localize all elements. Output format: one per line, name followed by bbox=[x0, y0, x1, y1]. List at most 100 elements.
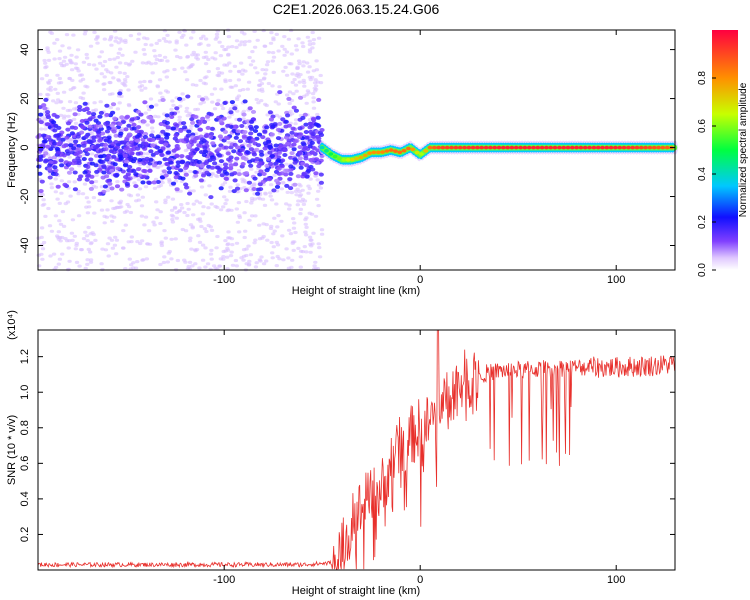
noise-point bbox=[42, 58, 47, 63]
noise-core-point bbox=[142, 169, 148, 174]
noise-core-point bbox=[51, 112, 57, 117]
noise-point bbox=[206, 57, 211, 62]
top-x-axis-label: Height of straight line (km) bbox=[292, 285, 420, 297]
noise-point bbox=[118, 201, 123, 205]
noise-point bbox=[310, 30, 315, 35]
noise-point bbox=[45, 92, 50, 97]
trace-point bbox=[544, 145, 549, 150]
noise-point bbox=[279, 219, 284, 223]
noise-core-point bbox=[292, 139, 298, 144]
noise-core-point bbox=[270, 124, 276, 129]
noise-point bbox=[88, 260, 94, 264]
noise-core-point bbox=[170, 181, 177, 186]
trace-point bbox=[371, 150, 377, 155]
noise-point bbox=[167, 40, 172, 44]
noise-point bbox=[105, 208, 110, 212]
noise-point bbox=[270, 51, 276, 55]
noise-point bbox=[190, 83, 196, 87]
colorbar-tick-label: 0.0 bbox=[697, 263, 708, 277]
noise-core-point bbox=[313, 171, 319, 176]
noise-point bbox=[307, 42, 313, 47]
noise-point bbox=[314, 68, 320, 72]
noise-point bbox=[132, 181, 137, 185]
noise-core-point bbox=[237, 117, 243, 122]
noise-point bbox=[286, 37, 292, 41]
noise-point bbox=[41, 240, 47, 245]
noise-point bbox=[115, 180, 120, 184]
noise-core-point bbox=[161, 169, 168, 174]
noise-core-point bbox=[208, 112, 214, 117]
noise-point bbox=[284, 162, 289, 166]
noise-point bbox=[110, 92, 115, 96]
noise-core-point bbox=[141, 119, 147, 124]
noise-point bbox=[246, 244, 251, 248]
noise-point bbox=[263, 72, 268, 76]
noise-core-point bbox=[286, 123, 292, 128]
noise-point bbox=[290, 258, 295, 262]
noise-core-point bbox=[122, 153, 128, 158]
noise-point bbox=[58, 61, 64, 66]
noise-core-point bbox=[97, 124, 104, 129]
noise-point bbox=[191, 30, 196, 34]
noise-core-point bbox=[264, 163, 270, 168]
noise-point bbox=[81, 237, 87, 241]
noise-point bbox=[277, 115, 282, 119]
noise-point bbox=[203, 246, 208, 250]
bottom-y-tick-label: 0.6 bbox=[19, 456, 31, 471]
noise-point bbox=[105, 188, 111, 193]
snr-line bbox=[37, 329, 675, 570]
noise-point bbox=[257, 83, 262, 87]
noise-core-point bbox=[77, 107, 83, 112]
noise-core-point bbox=[69, 167, 75, 172]
noise-core-point bbox=[163, 142, 169, 147]
noise-core-point bbox=[200, 173, 207, 178]
noise-point bbox=[198, 36, 204, 41]
noise-core-point bbox=[202, 149, 208, 154]
noise-core-point bbox=[260, 135, 266, 140]
noise-core-point bbox=[198, 140, 205, 145]
colorbar-tick-label: 0.8 bbox=[697, 71, 708, 85]
noise-core-point bbox=[80, 125, 86, 130]
noise-point bbox=[59, 179, 64, 183]
trace-point bbox=[565, 145, 571, 150]
noise-point bbox=[45, 46, 50, 50]
noise-point bbox=[307, 50, 313, 54]
trace-point bbox=[630, 145, 636, 150]
noise-point bbox=[78, 248, 84, 252]
noise-core-point bbox=[269, 154, 275, 159]
noise-core-point bbox=[178, 168, 184, 173]
noise-point bbox=[126, 103, 132, 107]
noise-point bbox=[73, 101, 79, 105]
noise-core-point bbox=[111, 129, 117, 134]
noise-point bbox=[194, 199, 199, 203]
noise-point bbox=[275, 243, 281, 247]
noise-point bbox=[95, 79, 100, 83]
noise-point bbox=[68, 194, 73, 198]
noise-point bbox=[145, 37, 150, 41]
noise-point bbox=[105, 242, 111, 246]
noise-point bbox=[46, 206, 51, 211]
noise-point bbox=[268, 183, 274, 187]
noise-core-point bbox=[247, 106, 253, 111]
noise-point bbox=[99, 262, 104, 266]
noise-core-point bbox=[76, 177, 83, 182]
noise-point bbox=[269, 240, 274, 245]
noise-core-point bbox=[38, 189, 44, 193]
trace-point bbox=[535, 145, 541, 150]
noise-core-point bbox=[231, 129, 237, 133]
noise-point bbox=[88, 130, 93, 134]
noise-point bbox=[209, 248, 214, 252]
noise-core-point bbox=[229, 100, 235, 105]
noise-core-point bbox=[309, 140, 315, 145]
noise-core-point bbox=[303, 130, 309, 134]
noise-point bbox=[143, 185, 149, 189]
noise-point bbox=[291, 226, 297, 230]
trace-point bbox=[401, 148, 407, 153]
noise-point bbox=[209, 228, 215, 232]
noise-core-point bbox=[249, 119, 255, 124]
bottom-x-tick-label: 0 bbox=[417, 574, 423, 586]
noise-core-point bbox=[268, 117, 274, 122]
noise-core-point bbox=[104, 129, 111, 134]
noise-core-point bbox=[72, 170, 78, 175]
noise-point bbox=[49, 31, 55, 35]
